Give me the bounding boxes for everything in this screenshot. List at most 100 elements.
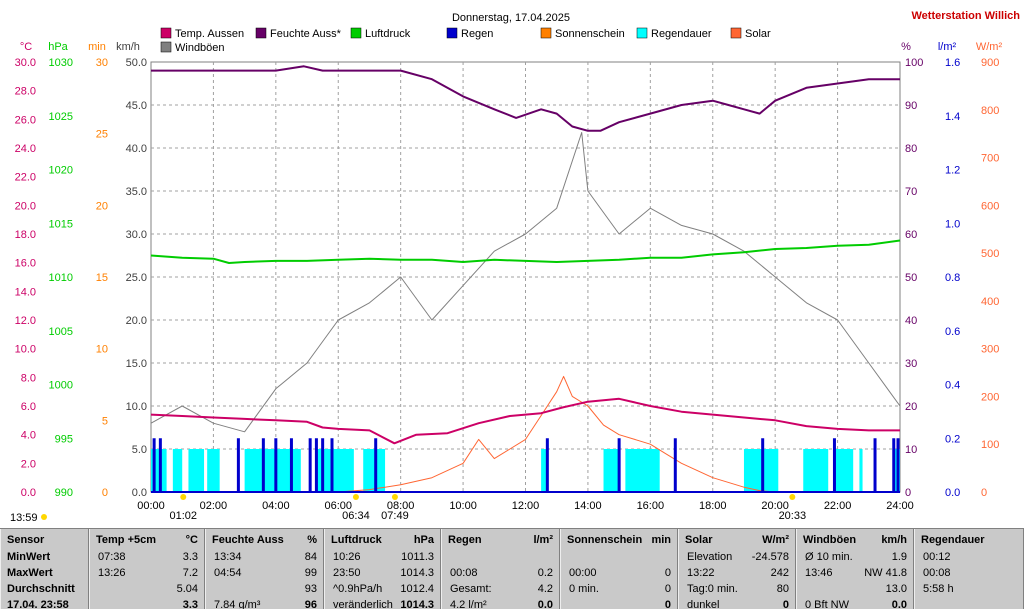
solar-tick: 800: [981, 105, 999, 117]
time-tick: 06:00: [324, 500, 352, 512]
humidity-tick: 70: [905, 186, 917, 198]
stats-cell-time: ^0.9hPa/h: [333, 583, 383, 595]
stats-cell-value: 0: [664, 583, 671, 595]
time-mark: 07:49: [381, 510, 409, 522]
rain-tick: 1.0: [945, 218, 960, 230]
stats-cell-value: 1.9: [891, 551, 907, 563]
pressure-tick: 990: [55, 487, 73, 499]
stats-header: Solar: [685, 534, 713, 546]
rain-duration-block: [803, 449, 829, 492]
stats-unit: hPa: [413, 534, 434, 546]
rain-tick: 0.8: [945, 272, 960, 284]
legend-swatch: [160, 41, 172, 53]
series-line: [151, 65, 900, 132]
stats-column-humidity: Feuchte Auss% 13:34 84 04:54 99 93 7.84 g/m³ 96: [205, 529, 324, 609]
temp-unit: °C: [20, 41, 32, 53]
pressure-tick: 995: [55, 433, 73, 445]
stats-cell-time: dunkel: [687, 599, 720, 609]
temp-tick: 12.0: [15, 315, 36, 327]
plot-area: [150, 65, 901, 493]
stats-cell-value: 0.0: [891, 599, 907, 609]
stats-cell-time: 13:26: [98, 567, 126, 579]
stats-cell-value: 0: [664, 567, 671, 579]
rain-duration-block: [363, 449, 386, 492]
time-tick: 12:00: [512, 500, 540, 512]
sun-marker: [352, 494, 359, 500]
solar-tick: 500: [981, 248, 999, 260]
legend-label: Temp. Aussen: [175, 28, 244, 40]
stats-cell-time: 0 min.: [569, 583, 599, 595]
wind-tick: 30.0: [126, 229, 147, 241]
time-tick: 18:00: [699, 500, 727, 512]
rain-duration-block: [603, 449, 620, 492]
humidity-tick: 20: [905, 401, 917, 413]
stats-header: Feuchte Auss: [212, 534, 284, 546]
legend-label: Solar: [745, 28, 771, 40]
rain-duration-block: [625, 449, 660, 492]
sun-tick: 25: [96, 129, 108, 141]
humidity-tick: 0: [905, 487, 911, 499]
stats-cell-time: 04:54: [214, 567, 242, 579]
legend-swatch: [636, 27, 648, 39]
stats-cell-value: 1011.3: [401, 551, 434, 563]
sun-tick: 0: [102, 487, 108, 499]
sun-tick: 5: [102, 415, 108, 427]
stats-cell-value: 242: [770, 567, 789, 579]
temp-tick: 30.0: [15, 57, 36, 69]
stats-header: Sonnenschein: [567, 534, 643, 546]
pressure-tick: 1015: [49, 218, 73, 230]
temp-tick: 26.0: [15, 114, 36, 126]
legend-label: Regen: [461, 28, 493, 40]
stats-cell-time: Tag:0 min.: [687, 583, 738, 595]
temp-tick: 2.0: [21, 458, 36, 470]
sun-marker: [41, 514, 47, 520]
stats-cell-time: 00:08: [450, 567, 478, 579]
stats-column-solar: Solar W/m² Elevation -24.578 13:22 242 Tag:0 m…: [678, 529, 796, 609]
wind-tick: 0.0: [132, 487, 147, 499]
legend-swatch: [446, 27, 458, 39]
stats-unit: W/m²: [762, 534, 789, 546]
wind-tick: 15.0: [126, 358, 147, 370]
temp-tick: 22.0: [15, 172, 36, 184]
stats-cell-value: NW 41.8: [864, 567, 907, 579]
temp-tick: 8.0: [21, 372, 36, 384]
stats-cell-value: 99: [304, 567, 317, 579]
temp-tick: 6.0: [21, 401, 36, 413]
time-mark: 20:33: [779, 510, 807, 522]
stats-cell-value: 80: [776, 583, 789, 595]
stats-cell-value: 0.0: [537, 599, 553, 609]
stats-cell-time: veränderlich: [333, 599, 393, 609]
time-mark: 13:59: [10, 512, 38, 524]
stats-column-raindur: Regendauer 00:12 00:08 5:58 h: [914, 529, 1024, 609]
wind-tick: 20.0: [126, 315, 147, 327]
time-tick: 08:00: [387, 500, 415, 512]
wind-tick: 10.0: [126, 401, 147, 413]
humidity-tick: 60: [905, 229, 917, 241]
stats-cell-value: 7.2: [182, 567, 198, 579]
series-line: [150, 397, 900, 445]
stats-cell-value: 0.2: [537, 567, 553, 579]
stats-cell-value: 84: [304, 551, 317, 563]
rain-tick: 1.4: [945, 111, 960, 123]
solar-unit: W/m²: [976, 41, 1003, 53]
statistics-table: Sensor MinWert MaxWert Durchschnitt 17.04. 2…: [0, 528, 1024, 609]
solar-tick: 0: [981, 487, 987, 499]
stats-header: Luftdruck: [331, 534, 382, 546]
pressure-tick: 1020: [49, 165, 73, 177]
stats-header: Regendauer: [921, 534, 985, 546]
stats-cell-value: 4.2: [537, 583, 553, 595]
rain-duration-block: [207, 449, 220, 492]
rain-tick: 0.4: [945, 380, 960, 392]
stats-cell-time: 00:12: [923, 551, 951, 563]
rain-tick: 1.6: [945, 57, 960, 69]
sun-marker: [180, 494, 187, 500]
legend-swatch: [160, 27, 172, 39]
time-tick: 14:00: [574, 500, 602, 512]
legend-label: Sonnenschein: [555, 28, 625, 40]
stats-unit: km/h: [881, 534, 907, 546]
time-tick: 24:00: [886, 500, 914, 512]
chart-legend: Temp. Aussen Feuchte Auss* Luftdruck Regen S…: [160, 27, 771, 54]
humidity-tick: 100: [905, 57, 923, 69]
time-tick: 04:00: [262, 500, 290, 512]
rain-unit: l/m²: [938, 41, 957, 53]
